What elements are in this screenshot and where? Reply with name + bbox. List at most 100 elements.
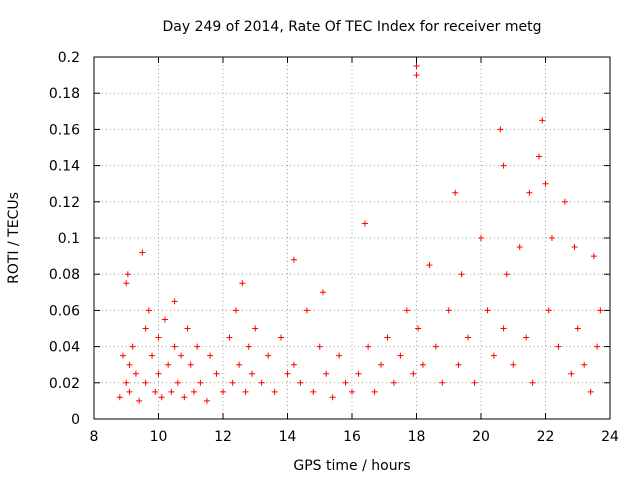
data-point xyxy=(284,370,291,377)
grid-lines xyxy=(94,57,610,419)
y-tick-label: 0.12 xyxy=(49,195,80,211)
x-tick-label: 24 xyxy=(601,429,619,445)
data-point xyxy=(419,361,426,368)
data-point xyxy=(410,370,417,377)
data-point xyxy=(126,361,133,368)
data-point xyxy=(229,379,236,386)
y-tick-label: 0.16 xyxy=(49,122,80,138)
data-point xyxy=(158,394,165,401)
data-point xyxy=(126,388,133,395)
x-tick-label: 20 xyxy=(472,429,490,445)
data-point xyxy=(132,370,139,377)
data-point xyxy=(342,379,349,386)
data-point xyxy=(458,271,465,278)
data-point xyxy=(500,162,507,169)
data-point xyxy=(561,198,568,205)
data-point xyxy=(465,334,472,341)
data-point xyxy=(290,361,297,368)
data-point xyxy=(265,352,272,359)
data-point xyxy=(152,388,159,395)
data-point xyxy=(452,189,459,196)
data-point xyxy=(258,379,265,386)
data-point xyxy=(403,307,410,314)
data-point xyxy=(490,352,497,359)
data-point xyxy=(568,370,575,377)
data-point xyxy=(124,271,131,278)
data-point xyxy=(590,253,597,260)
data-point xyxy=(190,388,197,395)
data-point xyxy=(155,370,162,377)
y-tick-label: 0.18 xyxy=(49,86,80,102)
data-point xyxy=(529,379,536,386)
x-tick-label: 8 xyxy=(90,429,99,445)
data-point xyxy=(194,343,201,350)
data-point xyxy=(116,394,123,401)
data-point xyxy=(571,244,578,251)
data-point xyxy=(426,262,433,269)
y-tick-label: 0.1 xyxy=(58,231,80,247)
x-axis-label: GPS time / hours xyxy=(293,458,410,474)
data-point xyxy=(155,334,162,341)
y-tick-labels: 0 0.02 0.04 0.06 0.08 0.1 0.12 0.14 0.16 0.18 0.2 xyxy=(49,50,80,428)
y-axis-label: ROTI / TECUs xyxy=(6,192,22,284)
data-point xyxy=(178,352,185,359)
data-point xyxy=(536,153,543,160)
data-point xyxy=(413,63,420,70)
data-point xyxy=(278,334,285,341)
data-point xyxy=(510,361,517,368)
data-point xyxy=(555,343,562,350)
data-point xyxy=(545,307,552,314)
data-point xyxy=(207,352,214,359)
x-tick-label: 10 xyxy=(150,429,168,445)
data-point xyxy=(252,325,259,332)
data-point xyxy=(181,394,188,401)
data-point xyxy=(123,379,130,386)
data-point xyxy=(415,325,422,332)
y-tick-label: 0 xyxy=(71,412,80,428)
data-point xyxy=(574,325,581,332)
data-point xyxy=(397,352,404,359)
y-tick-label: 0.06 xyxy=(49,303,80,319)
y-tick-label: 0.14 xyxy=(49,159,80,175)
data-point xyxy=(174,379,181,386)
data-point xyxy=(310,388,317,395)
data-point xyxy=(542,180,549,187)
data-point xyxy=(213,370,220,377)
data-point xyxy=(329,394,336,401)
data-point xyxy=(271,388,278,395)
data-point xyxy=(497,126,504,133)
data-point xyxy=(139,249,146,256)
data-point xyxy=(323,370,330,377)
data-point xyxy=(226,334,233,341)
data-point xyxy=(245,343,252,350)
data-point xyxy=(232,307,239,314)
data-point xyxy=(349,388,355,395)
data-point xyxy=(371,388,378,395)
data-point xyxy=(171,343,178,350)
data-point xyxy=(432,343,439,350)
data-point xyxy=(503,271,510,278)
data-point xyxy=(594,343,601,350)
data-point xyxy=(120,352,127,359)
data-point xyxy=(355,370,362,377)
data-point xyxy=(142,379,149,386)
data-point xyxy=(484,307,491,314)
x-tick-label: 22 xyxy=(537,429,555,445)
data-point xyxy=(165,361,172,368)
axis-ticks xyxy=(93,56,611,420)
data-point xyxy=(187,361,194,368)
data-point xyxy=(136,397,143,404)
data-point xyxy=(597,307,604,314)
data-point xyxy=(123,280,130,287)
y-tick-label: 0.02 xyxy=(49,376,80,392)
x-tick-labels: 8 10 12 14 16 18 20 22 24 xyxy=(90,429,619,445)
data-point xyxy=(365,343,372,350)
x-tick-label: 12 xyxy=(214,429,232,445)
data-point xyxy=(471,379,478,386)
data-points xyxy=(116,63,604,404)
data-point xyxy=(384,334,391,341)
x-tick-label: 14 xyxy=(279,429,297,445)
data-point xyxy=(539,117,546,124)
data-point xyxy=(439,379,446,386)
